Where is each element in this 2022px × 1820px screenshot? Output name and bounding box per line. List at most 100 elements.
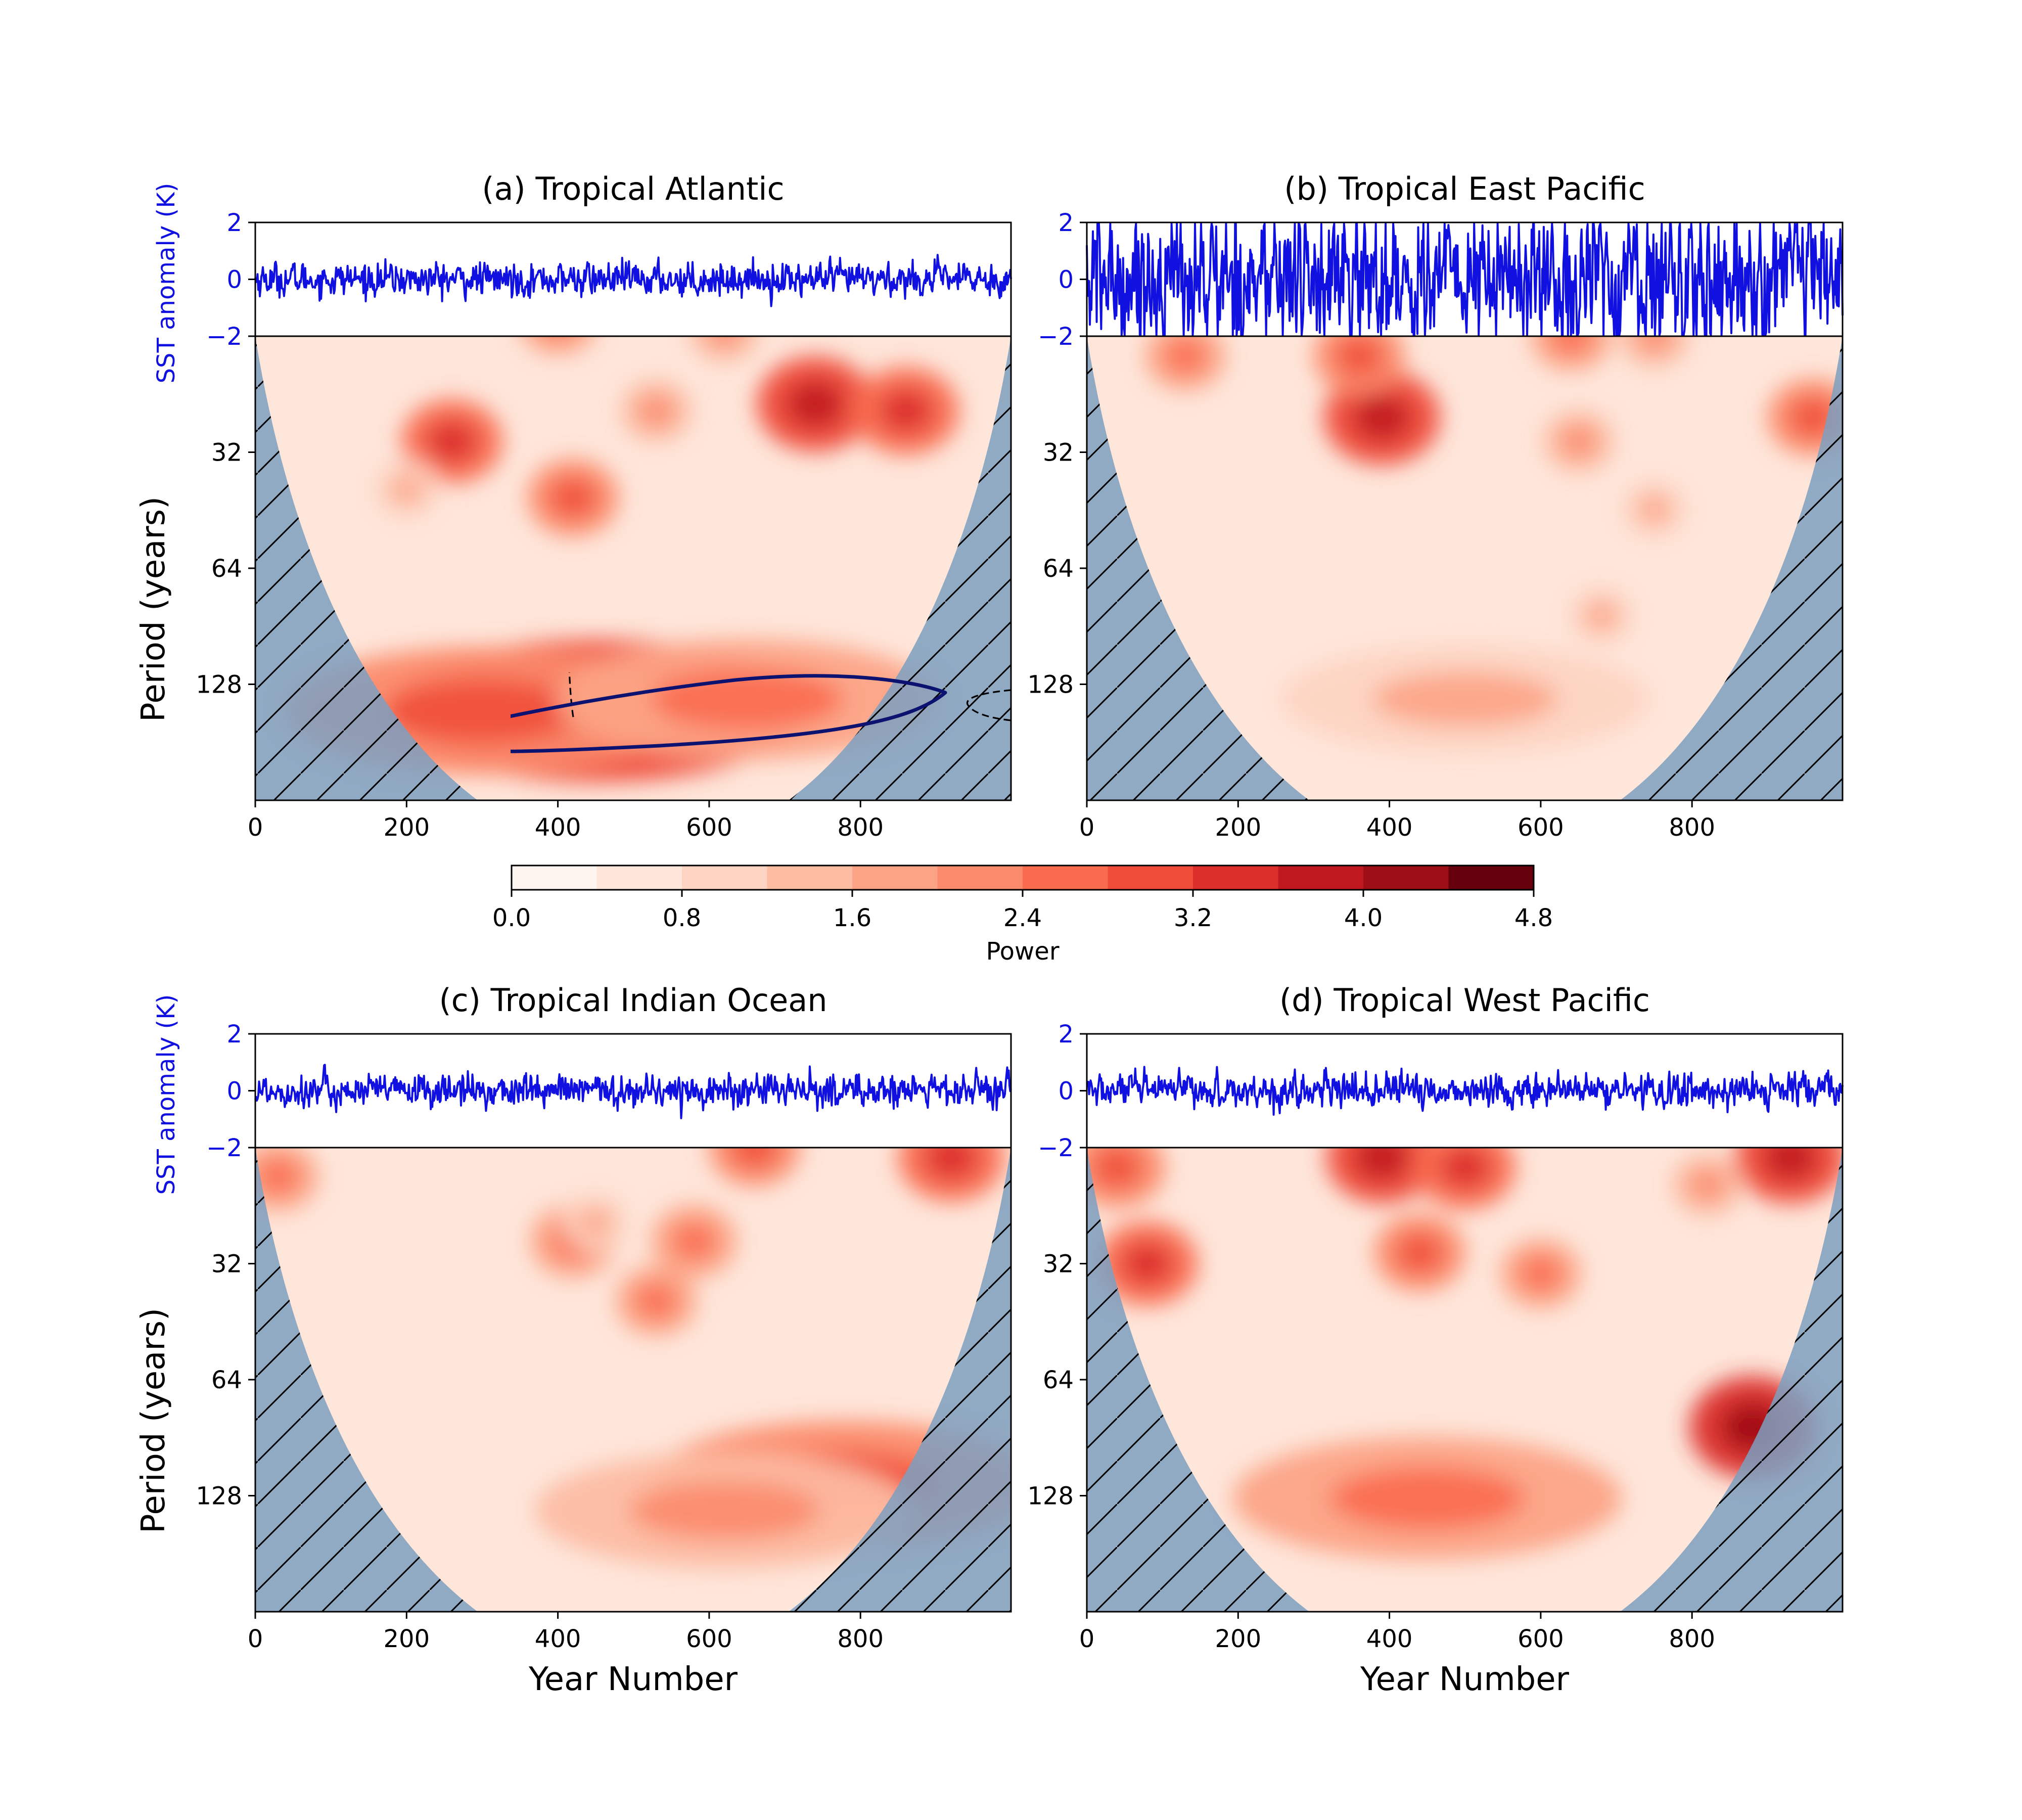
- period-tick-label: 128: [196, 1482, 242, 1511]
- power-blob-core: [1165, 338, 1206, 374]
- power-blob-core: [629, 1481, 819, 1540]
- colorbar: 0.0 0.8 1.6 2.4 3.2 4.0 4.8 Power: [492, 864, 1553, 966]
- x-tick-label: 200: [383, 813, 430, 842]
- colorbar-tick-label: 4.8: [1514, 904, 1553, 932]
- x-tick-label: 600: [1518, 1625, 1564, 1653]
- x-tick-label: 0: [248, 1625, 263, 1653]
- colorbar-cell: [1023, 866, 1108, 890]
- x-tick-label: 0: [1079, 1625, 1095, 1653]
- coi-right-hatch: [789, 336, 1011, 800]
- power-blob-core: [638, 395, 674, 427]
- power-blob-core: [383, 679, 581, 743]
- x-tick-label: 600: [686, 813, 732, 842]
- x-tick-label: 200: [1215, 1625, 1261, 1653]
- power-blob-core: [1372, 672, 1557, 727]
- coi-left-hatch: [255, 1148, 478, 1612]
- sst-tick-label: 2: [1058, 1020, 1074, 1049]
- sst-ylabel: SST anomaly (K): [152, 183, 180, 384]
- power-blob-core: [731, 1148, 777, 1167]
- power-blob-core: [1762, 1148, 1818, 1181]
- x-tick-label: 200: [1215, 813, 1261, 842]
- power-blob-core: [1520, 1256, 1561, 1291]
- power-blob-core: [1440, 1148, 1491, 1189]
- period-tick-label: 32: [1043, 1250, 1074, 1279]
- coi-left-hatch: [1087, 1148, 1309, 1612]
- panel-d: (d) Tropical West Pacific 2 0 −2 32 64 128 0 200…: [1027, 982, 1844, 1698]
- period-tick-label: 32: [211, 439, 242, 467]
- colorbar-cell: [1193, 866, 1278, 890]
- power-blob-core: [550, 478, 596, 517]
- period-tick-label: 128: [1027, 671, 1074, 699]
- colorbar-cell: [937, 866, 1023, 890]
- panel-title: (a) Tropical Atlantic: [482, 170, 784, 207]
- period-tick-label: 64: [1043, 555, 1074, 583]
- x-tick-label: 200: [383, 1625, 430, 1653]
- sst-tick-label: −2: [206, 323, 242, 351]
- sst-tick-label: 0: [1058, 266, 1074, 294]
- power-blob-core: [427, 420, 478, 463]
- colorbar-cell: [1448, 866, 1534, 890]
- sst-tick-label: 2: [1058, 209, 1074, 237]
- dashed-contour: [966, 689, 1012, 721]
- panel-title: (c) Tropical Indian Ocean: [439, 982, 827, 1019]
- x-tick-label: 800: [1669, 813, 1715, 842]
- x-tick-label: 0: [1079, 813, 1095, 842]
- power-blob-core: [257, 1159, 298, 1194]
- sst-anomaly-line: [254, 254, 1012, 307]
- sst-tick-label: −2: [1038, 1134, 1074, 1162]
- sst-tick-label: 2: [226, 209, 242, 237]
- period-tick-label: 64: [1043, 1366, 1074, 1394]
- period-tick-label: 64: [211, 1366, 242, 1394]
- coi-right-hatch: [1620, 1148, 1843, 1612]
- x-tick-label: 400: [1366, 1625, 1413, 1653]
- x-tick-label: 400: [1366, 813, 1413, 842]
- colorbar-tick-label: 4.0: [1344, 904, 1383, 932]
- panel-a: (a) Tropical Atlantic 2 0 −2 32 64 128 0 200 400 6…: [135, 170, 1012, 842]
- x-tick-label: 400: [535, 1625, 581, 1653]
- colorbar-tick-label: 0.0: [492, 904, 531, 932]
- x-tick-label: 800: [1669, 1625, 1715, 1653]
- power-blob-core: [1550, 336, 1591, 354]
- sst-anomaly-line: [254, 1064, 1012, 1119]
- x-axis-label: Year Number: [1360, 1661, 1570, 1698]
- power-blob-core: [1093, 1148, 1141, 1188]
- period-tick-label: 128: [196, 671, 242, 699]
- power-blob-core: [1336, 336, 1382, 375]
- panel-title: (d) Tropical West Pacific: [1279, 982, 1650, 1019]
- x-tick-label: 800: [837, 1625, 884, 1653]
- coi-right-hatch: [1620, 336, 1843, 800]
- power-blob-core: [636, 1283, 677, 1318]
- power-blob-core: [1636, 336, 1672, 352]
- period-tick-label: 64: [211, 555, 242, 583]
- x-tick-label: 600: [686, 1625, 732, 1653]
- colorbar-label: Power: [986, 937, 1059, 966]
- colorbar-cell: [1278, 866, 1364, 890]
- significance-contour: [511, 674, 947, 753]
- sst-tick-label: −2: [1038, 323, 1074, 351]
- coi-left-hatch: [255, 336, 478, 800]
- x-tick-label: 0: [248, 813, 263, 842]
- colorbar-cell: [1108, 866, 1193, 890]
- coi-left-hatch: [1087, 336, 1309, 800]
- colorbar-tick-label: 2.4: [1003, 904, 1042, 932]
- period-ylabel: Period (years): [135, 1308, 172, 1533]
- sst-ylabel: SST anomaly (K): [152, 994, 180, 1195]
- power-blob-core: [1353, 393, 1411, 441]
- power-blob-core: [1354, 1148, 1410, 1181]
- power-blob-core: [1637, 494, 1671, 524]
- power-blob-core: [672, 1223, 716, 1260]
- power-blob-core: [879, 389, 933, 433]
- colorbar-cell: [596, 866, 682, 890]
- sst-tick-label: 0: [226, 266, 242, 294]
- sst-tick-label: 0: [1058, 1077, 1074, 1106]
- period-tick-label: 128: [1027, 1482, 1074, 1511]
- sst-anomaly-line: [1086, 222, 1844, 336]
- colorbar-tick-label: 0.8: [663, 904, 701, 932]
- colorbar-cell: [682, 866, 767, 890]
- panel-c: (c) Tropical Indian Ocean 2 0 −2 32 64 128 0 200…: [135, 982, 1012, 1698]
- x-tick-label: 600: [1518, 813, 1564, 842]
- power-blob-core: [1585, 601, 1618, 630]
- colorbar-cell: [852, 866, 938, 890]
- colorbar-tick-label: 3.2: [1174, 904, 1212, 932]
- power-blob-core: [1790, 398, 1836, 437]
